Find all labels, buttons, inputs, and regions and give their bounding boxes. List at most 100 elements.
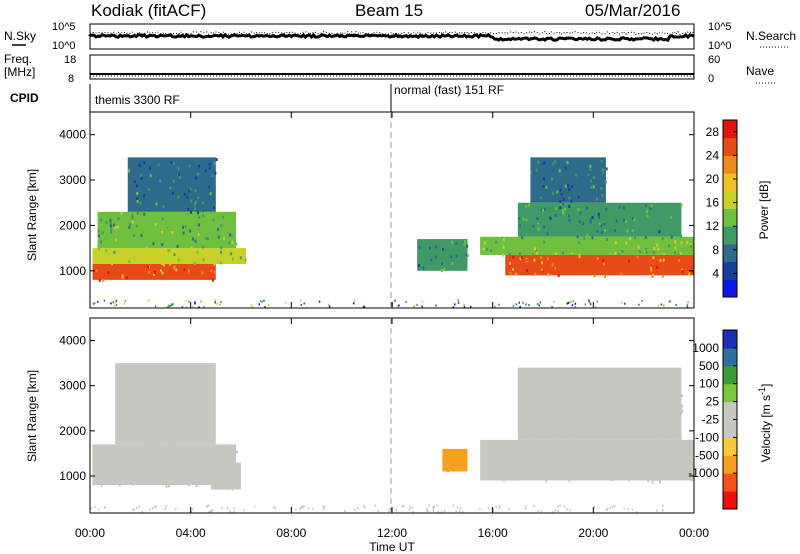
range-gate-cell	[189, 422, 191, 426]
range-gate-cell	[213, 418, 216, 421]
range-gate-cell	[182, 171, 185, 175]
range-gate-cell	[230, 233, 233, 237]
range-gate-cell	[667, 470, 670, 474]
freq-tick-top: 18	[64, 54, 76, 66]
range-gate-cell	[559, 206, 562, 210]
range-gate-cell	[569, 509, 571, 512]
range-gate-cell	[217, 227, 220, 231]
range-gate-cell	[169, 186, 172, 190]
range-gate-cell	[618, 465, 621, 469]
range-gate-cell	[95, 451, 98, 455]
range-gate-cell	[136, 506, 138, 509]
range-gate-cell	[596, 197, 598, 201]
range-gate-cell	[536, 371, 539, 375]
cpid-mode-1: themis 3300 RF	[95, 93, 180, 107]
range-gate-cell	[663, 304, 665, 307]
freq-panel-frame	[89, 54, 695, 80]
velocity-colorbar-label: Velocity [m s-1]	[757, 384, 773, 463]
range-gate-cell	[211, 509, 214, 512]
range-gate-cell	[443, 267, 445, 271]
beam-title: Beam 15	[355, 1, 423, 20]
range-gate-cell	[182, 225, 184, 229]
range-gate-cell	[595, 451, 598, 455]
range-gate-cell	[645, 204, 648, 208]
range-gate-cell	[220, 261, 222, 265]
range-gate-cell	[604, 228, 607, 232]
range-gate-cell	[455, 510, 457, 512]
range-gate-cell	[97, 229, 100, 233]
range-gate-cell	[546, 232, 549, 236]
range-gate-cell	[557, 509, 560, 512]
range-gate-cell	[432, 507, 435, 510]
range-gate-cell	[161, 271, 164, 275]
range-gate-cell	[178, 175, 181, 179]
range-gate-cell	[643, 407, 646, 410]
range-gate-cell	[541, 261, 544, 265]
range-gate-cell	[600, 231, 603, 234]
range-gate-cell	[546, 257, 549, 261]
range-gate-cell	[555, 470, 558, 474]
range-gate-cell	[548, 412, 551, 416]
range-gate-cell	[633, 385, 636, 389]
range-gate-cell	[157, 163, 160, 167]
range-gate-cell	[595, 462, 598, 466]
range-gate-cell	[590, 403, 593, 407]
range-gate-cell	[300, 299, 302, 302]
range-gate-cell	[613, 204, 616, 207]
range-gate-cell	[494, 442, 497, 446]
range-gate-cell	[172, 303, 175, 306]
range-gate-cell	[542, 397, 545, 401]
range-gate-cell	[98, 234, 101, 238]
range-gate-cell	[573, 383, 576, 387]
range-gate-cell	[466, 254, 469, 258]
range-gate-cell	[460, 460, 462, 464]
range-gate-cell	[591, 215, 594, 219]
range-gate-cell	[217, 235, 220, 239]
range-gate-cell	[115, 270, 118, 274]
range-gate-cell	[609, 469, 612, 473]
velocity-colorbar: 1000 500 100 25 -25 -100 -500 -1000	[688, 329, 738, 510]
range-gate-cell	[630, 388, 633, 392]
colorbar-tick-label: -1000	[688, 466, 719, 480]
range-gate-cell	[590, 385, 593, 389]
range-gate-cell	[204, 169, 207, 173]
range-gate-cell	[178, 401, 181, 405]
range-gate-cell	[108, 482, 111, 486]
range-gate-cell	[496, 476, 499, 480]
range-gate-cell	[659, 417, 662, 421]
range-gate-cell	[150, 476, 153, 480]
range-gate-cell	[518, 217, 521, 220]
range-gate-cell	[656, 379, 659, 383]
range-gate-cell	[490, 508, 493, 511]
range-gate-cell	[522, 452, 525, 456]
range-gate-cell	[600, 223, 603, 227]
range-gate-cell	[163, 202, 166, 206]
range-gate-cell	[121, 240, 124, 244]
range-gate-cell	[566, 405, 569, 409]
range-gate-cell	[515, 465, 518, 469]
range-gate-cell	[115, 433, 118, 437]
range-gate-cell	[411, 507, 413, 509]
range-gate-cell	[657, 381, 660, 385]
power-yaxis: 1000 2000 3000 4000	[59, 128, 694, 278]
range-gate-cell	[244, 258, 247, 262]
range-gate-cell	[429, 246, 431, 250]
range-gate-cell	[112, 464, 115, 468]
range-gate-cell	[130, 386, 133, 390]
range-gate-cell	[561, 386, 564, 390]
range-gate-cell	[196, 377, 199, 381]
range-gate-cell	[374, 504, 377, 507]
range-gate-cell	[115, 304, 118, 306]
range-gate-cell	[570, 393, 573, 397]
range-gate-cell	[579, 168, 582, 172]
range-gate-cell	[136, 211, 139, 215]
freq-unit: [MHz]	[4, 65, 35, 79]
range-gate-cell	[102, 278, 105, 282]
range-gate-cell	[122, 452, 125, 456]
time-xlabel: Time UT	[369, 540, 415, 554]
colorbar-tick-label: 1000	[692, 341, 719, 355]
range-gate-cell	[651, 432, 653, 436]
range-gate-cell	[231, 257, 234, 261]
range-gate-cell	[594, 397, 597, 401]
range-gate-cell	[652, 460, 655, 464]
